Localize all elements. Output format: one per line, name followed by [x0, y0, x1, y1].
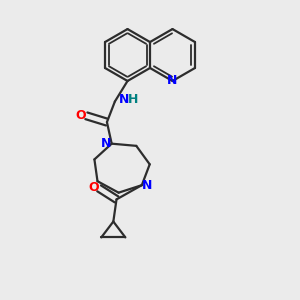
Text: O: O	[75, 109, 86, 122]
Text: H: H	[128, 94, 138, 106]
Text: N: N	[118, 92, 129, 106]
Text: N: N	[101, 137, 111, 150]
Text: N: N	[142, 179, 153, 192]
Text: N: N	[167, 74, 178, 88]
Text: O: O	[88, 181, 99, 194]
